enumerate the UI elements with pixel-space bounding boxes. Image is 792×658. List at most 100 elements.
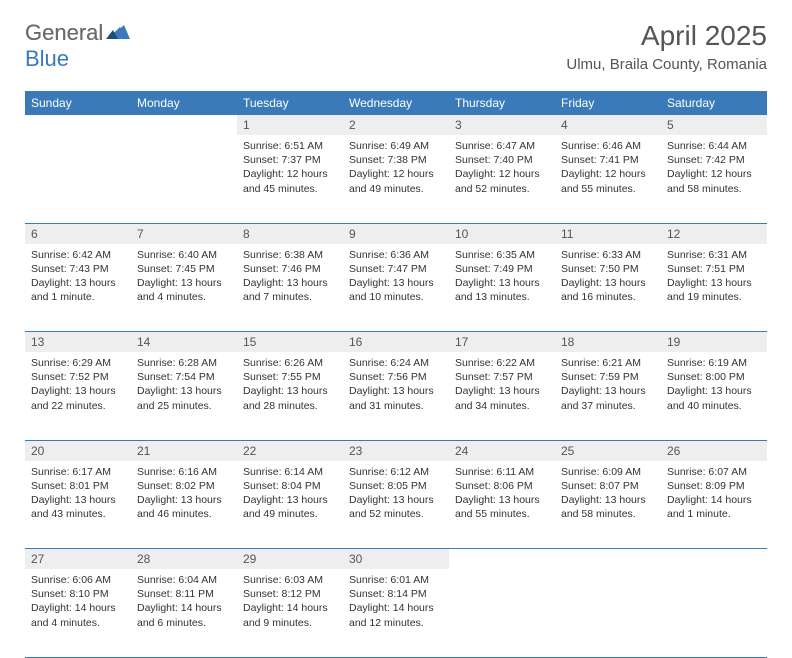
day-number-row: 13141516171819 [25, 332, 767, 353]
sunrise-line: Sunrise: 6:51 AM [243, 139, 337, 153]
day-info-cell [131, 135, 237, 223]
day-info-cell: Sunrise: 6:24 AMSunset: 7:56 PMDaylight:… [343, 352, 449, 440]
weekday-header-row: SundayMondayTuesdayWednesdayThursdayFrid… [25, 91, 767, 115]
day-number-cell [661, 549, 767, 570]
day-number-row: 6789101112 [25, 223, 767, 244]
sunset-line: Sunset: 8:12 PM [243, 587, 337, 601]
weekday-header: Sunday [25, 91, 131, 115]
sunset-line: Sunset: 7:37 PM [243, 153, 337, 167]
day-number-cell: 9 [343, 223, 449, 244]
sunrise-line: Sunrise: 6:04 AM [137, 573, 231, 587]
day-info-cell: Sunrise: 6:14 AMSunset: 8:04 PMDaylight:… [237, 461, 343, 549]
day-info-cell: Sunrise: 6:04 AMSunset: 8:11 PMDaylight:… [131, 569, 237, 657]
day-number-cell: 28 [131, 549, 237, 570]
sunset-line: Sunset: 7:55 PM [243, 370, 337, 384]
day-number-cell: 10 [449, 223, 555, 244]
day-info-cell: Sunrise: 6:22 AMSunset: 7:57 PMDaylight:… [449, 352, 555, 440]
day-info-cell [661, 569, 767, 657]
daylight-line: Daylight: 13 hours and 55 minutes. [455, 493, 549, 521]
sunset-line: Sunset: 8:09 PM [667, 479, 761, 493]
day-number-cell: 7 [131, 223, 237, 244]
weekday-header: Wednesday [343, 91, 449, 115]
sunrise-line: Sunrise: 6:01 AM [349, 573, 443, 587]
day-number-cell: 11 [555, 223, 661, 244]
header: General April 2025 Ulmu, Braila County, … [25, 20, 767, 73]
sunrise-line: Sunrise: 6:03 AM [243, 573, 337, 587]
day-number-row: 20212223242526 [25, 440, 767, 461]
day-info-cell: Sunrise: 6:31 AMSunset: 7:51 PMDaylight:… [661, 244, 767, 332]
day-number-cell: 26 [661, 440, 767, 461]
daylight-line: Daylight: 14 hours and 4 minutes. [31, 601, 125, 629]
sunrise-line: Sunrise: 6:44 AM [667, 139, 761, 153]
day-info-cell: Sunrise: 6:07 AMSunset: 8:09 PMDaylight:… [661, 461, 767, 549]
daylight-line: Daylight: 13 hours and 25 minutes. [137, 384, 231, 412]
day-number-cell: 5 [661, 115, 767, 135]
weekday-header: Monday [131, 91, 237, 115]
day-info-cell: Sunrise: 6:09 AMSunset: 8:07 PMDaylight:… [555, 461, 661, 549]
day-number-row: 12345 [25, 115, 767, 135]
day-info-cell: Sunrise: 6:28 AMSunset: 7:54 PMDaylight:… [131, 352, 237, 440]
day-number-cell: 8 [237, 223, 343, 244]
sunset-line: Sunset: 7:50 PM [561, 262, 655, 276]
sunset-line: Sunset: 7:49 PM [455, 262, 549, 276]
day-info-cell: Sunrise: 6:49 AMSunset: 7:38 PMDaylight:… [343, 135, 449, 223]
daylight-line: Daylight: 13 hours and 58 minutes. [561, 493, 655, 521]
sunset-line: Sunset: 8:10 PM [31, 587, 125, 601]
day-info-cell: Sunrise: 6:29 AMSunset: 7:52 PMDaylight:… [25, 352, 131, 440]
day-info-cell: Sunrise: 6:44 AMSunset: 7:42 PMDaylight:… [661, 135, 767, 223]
day-number-cell: 25 [555, 440, 661, 461]
sunrise-line: Sunrise: 6:31 AM [667, 248, 761, 262]
sunset-line: Sunset: 7:47 PM [349, 262, 443, 276]
sunrise-line: Sunrise: 6:33 AM [561, 248, 655, 262]
sunset-line: Sunset: 8:05 PM [349, 479, 443, 493]
logo-block: General Blue [25, 20, 126, 72]
day-info-row: Sunrise: 6:29 AMSunset: 7:52 PMDaylight:… [25, 352, 767, 440]
day-number-cell: 27 [25, 549, 131, 570]
day-info-cell: Sunrise: 6:17 AMSunset: 8:01 PMDaylight:… [25, 461, 131, 549]
day-info-cell: Sunrise: 6:11 AMSunset: 8:06 PMDaylight:… [449, 461, 555, 549]
day-number-cell [449, 549, 555, 570]
day-info-cell: Sunrise: 6:06 AMSunset: 8:10 PMDaylight:… [25, 569, 131, 657]
day-info-row: Sunrise: 6:17 AMSunset: 8:01 PMDaylight:… [25, 461, 767, 549]
sunset-line: Sunset: 7:42 PM [667, 153, 761, 167]
day-number-row: 27282930 [25, 549, 767, 570]
sunrise-line: Sunrise: 6:42 AM [31, 248, 125, 262]
sunrise-line: Sunrise: 6:36 AM [349, 248, 443, 262]
sunset-line: Sunset: 8:01 PM [31, 479, 125, 493]
day-info-cell: Sunrise: 6:33 AMSunset: 7:50 PMDaylight:… [555, 244, 661, 332]
daylight-line: Daylight: 13 hours and 43 minutes. [31, 493, 125, 521]
day-info-cell: Sunrise: 6:47 AMSunset: 7:40 PMDaylight:… [449, 135, 555, 223]
daylight-line: Daylight: 12 hours and 49 minutes. [349, 167, 443, 195]
day-info-cell: Sunrise: 6:42 AMSunset: 7:43 PMDaylight:… [25, 244, 131, 332]
sunrise-line: Sunrise: 6:47 AM [455, 139, 549, 153]
day-info-cell: Sunrise: 6:16 AMSunset: 8:02 PMDaylight:… [131, 461, 237, 549]
day-info-cell: Sunrise: 6:51 AMSunset: 7:37 PMDaylight:… [237, 135, 343, 223]
day-info-cell [555, 569, 661, 657]
day-info-row: Sunrise: 6:42 AMSunset: 7:43 PMDaylight:… [25, 244, 767, 332]
day-number-cell: 17 [449, 332, 555, 353]
sunrise-line: Sunrise: 6:14 AM [243, 465, 337, 479]
sunrise-line: Sunrise: 6:24 AM [349, 356, 443, 370]
day-info-cell: Sunrise: 6:35 AMSunset: 7:49 PMDaylight:… [449, 244, 555, 332]
location-text: Ulmu, Braila County, Romania [566, 56, 767, 73]
sunrise-line: Sunrise: 6:21 AM [561, 356, 655, 370]
day-info-row: Sunrise: 6:06 AMSunset: 8:10 PMDaylight:… [25, 569, 767, 657]
day-info-cell [449, 569, 555, 657]
sunrise-line: Sunrise: 6:12 AM [349, 465, 443, 479]
day-number-cell: 13 [25, 332, 131, 353]
sunset-line: Sunset: 8:02 PM [137, 479, 231, 493]
day-number-cell: 20 [25, 440, 131, 461]
day-info-cell: Sunrise: 6:21 AMSunset: 7:59 PMDaylight:… [555, 352, 661, 440]
weekday-header: Tuesday [237, 91, 343, 115]
daylight-line: Daylight: 13 hours and 37 minutes. [561, 384, 655, 412]
daylight-line: Daylight: 13 hours and 4 minutes. [137, 276, 231, 304]
logo-icon [106, 27, 126, 44]
day-number-cell: 18 [555, 332, 661, 353]
sunset-line: Sunset: 7:38 PM [349, 153, 443, 167]
day-info-cell: Sunrise: 6:19 AMSunset: 8:00 PMDaylight:… [661, 352, 767, 440]
daylight-line: Daylight: 14 hours and 1 minute. [667, 493, 761, 521]
sunrise-line: Sunrise: 6:26 AM [243, 356, 337, 370]
sunset-line: Sunset: 8:14 PM [349, 587, 443, 601]
daylight-line: Daylight: 13 hours and 28 minutes. [243, 384, 337, 412]
day-number-cell [131, 115, 237, 135]
